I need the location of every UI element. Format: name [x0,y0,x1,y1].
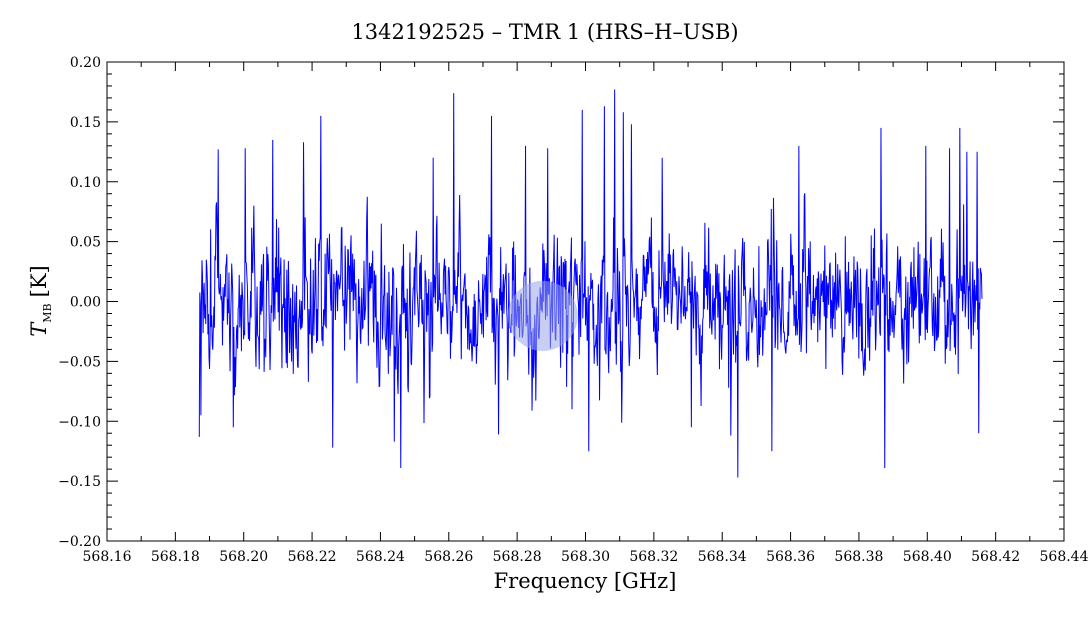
y-tick-label: 0.15 [70,115,101,131]
x-tick-label: 568.18 [151,549,200,565]
x-axis-label: Frequency [GHz] [494,569,677,593]
x-tick-label: 568.32 [629,549,678,565]
y-axis-label-unit: [K] [27,265,51,297]
x-tick-label: 568.30 [561,549,610,565]
plot-area [198,89,983,478]
series-line-0 [198,89,983,478]
y-axis-label-symbol: T [27,321,51,337]
x-tick-label: 568.36 [766,549,815,565]
x-tick-label: 568.26 [424,549,473,565]
chart-title: 1342192525 – TMR 1 (HRS–H–USB) [351,20,738,44]
y-axis-label-subscript: MB [41,303,54,322]
x-tick-label: 568.20 [219,549,268,565]
highlight-marker [507,280,578,351]
y-tick-label: 0.20 [70,55,101,71]
x-tick-label: 568.16 [83,549,132,565]
x-tick-label: 568.24 [356,549,405,565]
x-tick-label: 568.40 [903,549,952,565]
y-axis-label: TMB [K] [27,265,54,336]
x-tick-label: 568.42 [971,549,1020,565]
y-tick-label: −0.05 [58,354,101,370]
y-tick-label: 0.05 [70,235,101,251]
y-tick-label: −0.10 [58,414,101,430]
y-tick-label: 0.00 [70,295,101,311]
y-axis-ticks [107,61,1064,542]
series-group [198,89,983,478]
y-tick-label: −0.20 [58,534,101,550]
x-tick-label: 568.38 [834,549,883,565]
x-tick-label: 568.28 [493,549,542,565]
x-axis-ticks [106,62,1065,541]
y-axis-tick-labels: −0.20 −0.15 −0.10 −0.05 0.00 0.05 0.10 0.15 0.20 [58,55,101,550]
x-tick-label: 568.44 [1040,549,1089,565]
x-axis-tick-labels: 568.16 568.18 568.20 568.22 568.24 568.26 568.… [83,549,1089,565]
y-tick-label: −0.15 [58,474,101,490]
x-tick-label: 568.34 [698,549,747,565]
x-tick-label: 568.22 [288,549,337,565]
y-tick-label: 0.10 [70,175,101,191]
